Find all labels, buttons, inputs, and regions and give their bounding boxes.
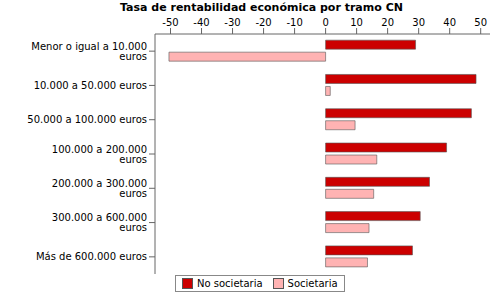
svg-text:50.000 a 100.000 euros: 50.000 a 100.000 euros — [27, 114, 147, 125]
svg-text:-20: -20 — [255, 17, 271, 28]
svg-text:200.000 a 300.000euros: 200.000 a 300.000euros — [52, 178, 147, 199]
svg-text:300.000 a 600.000euros: 300.000 a 600.000euros — [52, 212, 147, 233]
html-text:Societaria: Societaria — [287, 278, 338, 289]
svg-text:Menor o igual a 10.000euros: Menor o igual a 10.000euros — [31, 41, 147, 62]
svg-text:0: 0 — [322, 17, 328, 28]
svg-text:-30: -30 — [224, 17, 240, 28]
svg-text:50: 50 — [474, 17, 487, 28]
html-text:Tasa de rentabilidad económica: Tasa de rentabilidad económica por tramo… — [120, 1, 403, 14]
svg-text:10: 10 — [350, 17, 363, 28]
svg-text:Más de 600.000 euros: Más de 600.000 euros — [36, 251, 147, 262]
svg-text:10.000 a 50.000 euros: 10.000 a 50.000 euros — [34, 80, 147, 91]
svg-text:100.000 a 200.000euros: 100.000 a 200.000euros — [52, 144, 147, 165]
svg-text:-50: -50 — [162, 17, 178, 28]
svg-text:-10: -10 — [286, 17, 302, 28]
svg-text:-40: -40 — [193, 17, 209, 28]
svg-text:20: 20 — [381, 17, 394, 28]
svg-text:30: 30 — [412, 17, 425, 28]
html-text:No societaria: No societaria — [197, 278, 263, 289]
svg-text:40: 40 — [443, 17, 456, 28]
